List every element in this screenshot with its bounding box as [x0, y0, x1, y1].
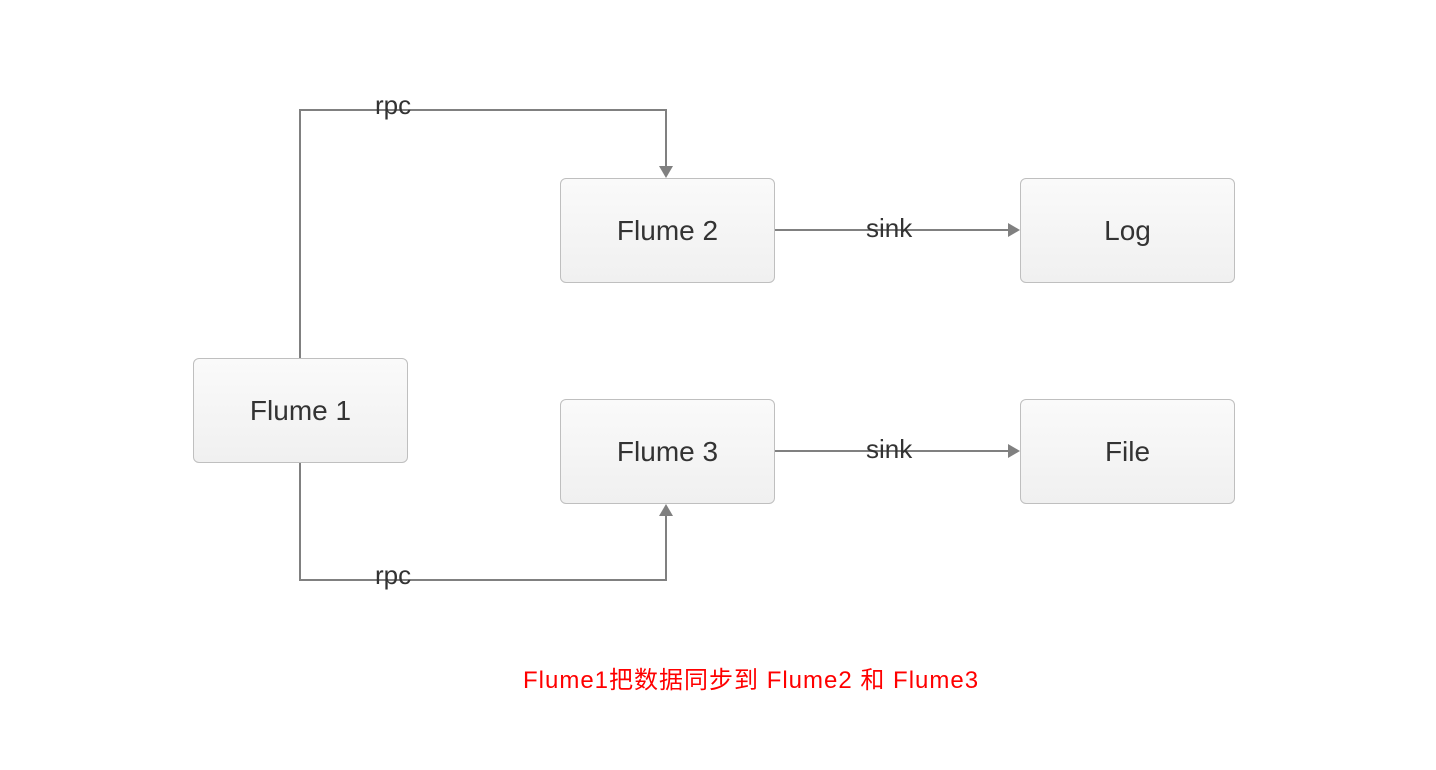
node-file-label: File: [1105, 436, 1150, 468]
arrow-flume2: [659, 166, 673, 178]
node-log-label: Log: [1104, 215, 1151, 247]
edge-label-rpc-top: rpc: [375, 90, 411, 121]
node-file: File: [1020, 399, 1235, 504]
edge-label-rpc-bottom: rpc: [375, 560, 411, 591]
node-flume2-label: Flume 2: [617, 215, 718, 247]
arrow-log: [1008, 223, 1020, 237]
node-flume1-label: Flume 1: [250, 395, 351, 427]
arrow-flume3: [659, 504, 673, 516]
node-flume1: Flume 1: [193, 358, 408, 463]
diagram-caption: Flume1把数据同步到 Flume2 和 Flume3: [523, 660, 979, 695]
node-flume3: Flume 3: [560, 399, 775, 504]
node-flume3-label: Flume 3: [617, 436, 718, 468]
arrow-file: [1008, 444, 1020, 458]
node-flume2: Flume 2: [560, 178, 775, 283]
edge-label-sink-bottom: sink: [866, 434, 912, 465]
node-log: Log: [1020, 178, 1235, 283]
edge-label-sink-top: sink: [866, 213, 912, 244]
